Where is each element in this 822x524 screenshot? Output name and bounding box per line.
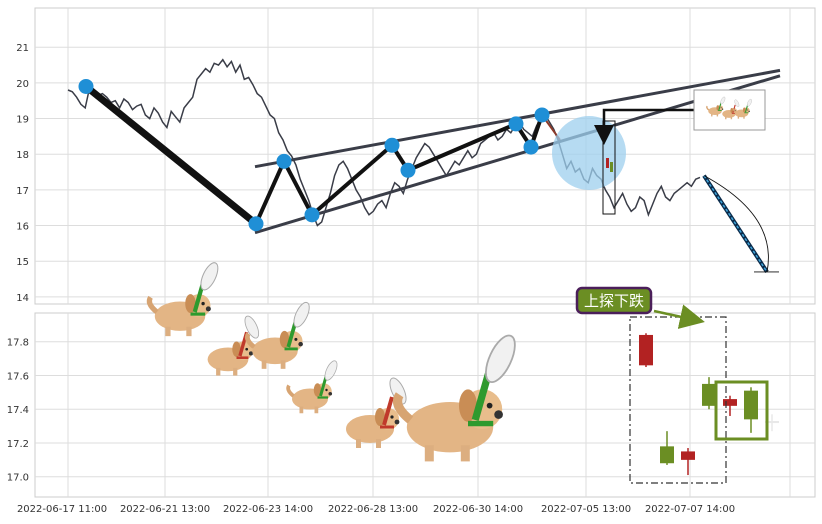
lower-trendline: [254, 74, 781, 235]
x-tick-label: 2022-06-28 13:00: [328, 504, 418, 515]
candlestick: [702, 377, 716, 410]
projection-arc: [703, 175, 769, 272]
top-y-tick-label: 21: [16, 43, 29, 54]
candlestick: [639, 333, 653, 368]
bottom-y-tick-label: 17.4: [7, 405, 29, 416]
pattern-segment: [407, 122, 517, 173]
preview-box: [693, 89, 766, 131]
candlestick: [744, 387, 758, 433]
top-plot-frame: [34, 7, 816, 305]
candle-body: [702, 383, 716, 406]
pattern-segment: [282, 160, 314, 216]
bottom-y-tick-label: 17.8: [7, 338, 29, 349]
top-y-tick-label: 19: [16, 115, 29, 126]
top-y-tick-label: 18: [16, 150, 29, 161]
x-tick-label: 2022-06-17 11:00: [17, 504, 107, 515]
highlight-green-box: [714, 380, 769, 441]
elbow-arrow: [594, 108, 694, 145]
pattern-point-marker: [523, 139, 539, 155]
bottom-y-tick-label: 17.0: [7, 473, 29, 484]
pattern-point-marker: [400, 162, 416, 178]
candlestick: [723, 395, 737, 416]
candle-body: [744, 390, 758, 420]
pattern-segment: [310, 143, 394, 217]
mini-candle: [606, 158, 609, 168]
bottom-plot-frame: [34, 312, 816, 498]
annotation-text: 上探下跌: [584, 292, 644, 310]
selection-box: [602, 120, 616, 215]
mini-candle: [610, 162, 613, 172]
x-tick-label: 2022-07-05 13:00: [541, 504, 631, 515]
x-tick-label: 2022-06-30 14:00: [433, 504, 523, 515]
candlestick: [660, 431, 674, 465]
x-tick-label: 2022-06-23 14:00: [223, 504, 313, 515]
pattern-point-marker: [248, 216, 264, 232]
bottom-y-tick-label: 17.2: [7, 439, 29, 450]
pattern-point-marker: [508, 116, 524, 132]
x-tick-label: 2022-06-21 13:00: [120, 504, 210, 515]
candlestick: [681, 448, 695, 476]
pattern-point-marker: [78, 78, 94, 94]
projection-line-dash: [703, 175, 768, 273]
pattern-segment: [254, 160, 286, 225]
candle-body: [639, 334, 653, 366]
pattern-point-marker: [534, 107, 550, 123]
x-tick-label: 2022-07-07 14:00: [645, 504, 735, 515]
annotation-box: [575, 286, 653, 315]
pattern-point-marker: [304, 207, 320, 223]
ghost-candle-body: [765, 421, 779, 424]
top-y-tick-label: 17: [16, 186, 29, 197]
pattern-point-marker: [384, 137, 400, 153]
candle-body: [723, 399, 737, 406]
pattern-segment: [83, 83, 259, 227]
bottom-y-tick-label: 17.6: [7, 371, 29, 382]
candle-body: [660, 446, 674, 464]
candle-body: [681, 451, 695, 460]
annotation-label: 上探下跌: [575, 286, 653, 315]
top-y-tick-label: 15: [16, 257, 29, 268]
top-y-tick-label: 16: [16, 222, 29, 233]
annotation-arrow: [653, 304, 705, 329]
top-y-tick-label: 20: [16, 79, 29, 90]
pattern-point-marker: [276, 153, 292, 169]
top-y-tick-label: 14: [16, 293, 29, 304]
